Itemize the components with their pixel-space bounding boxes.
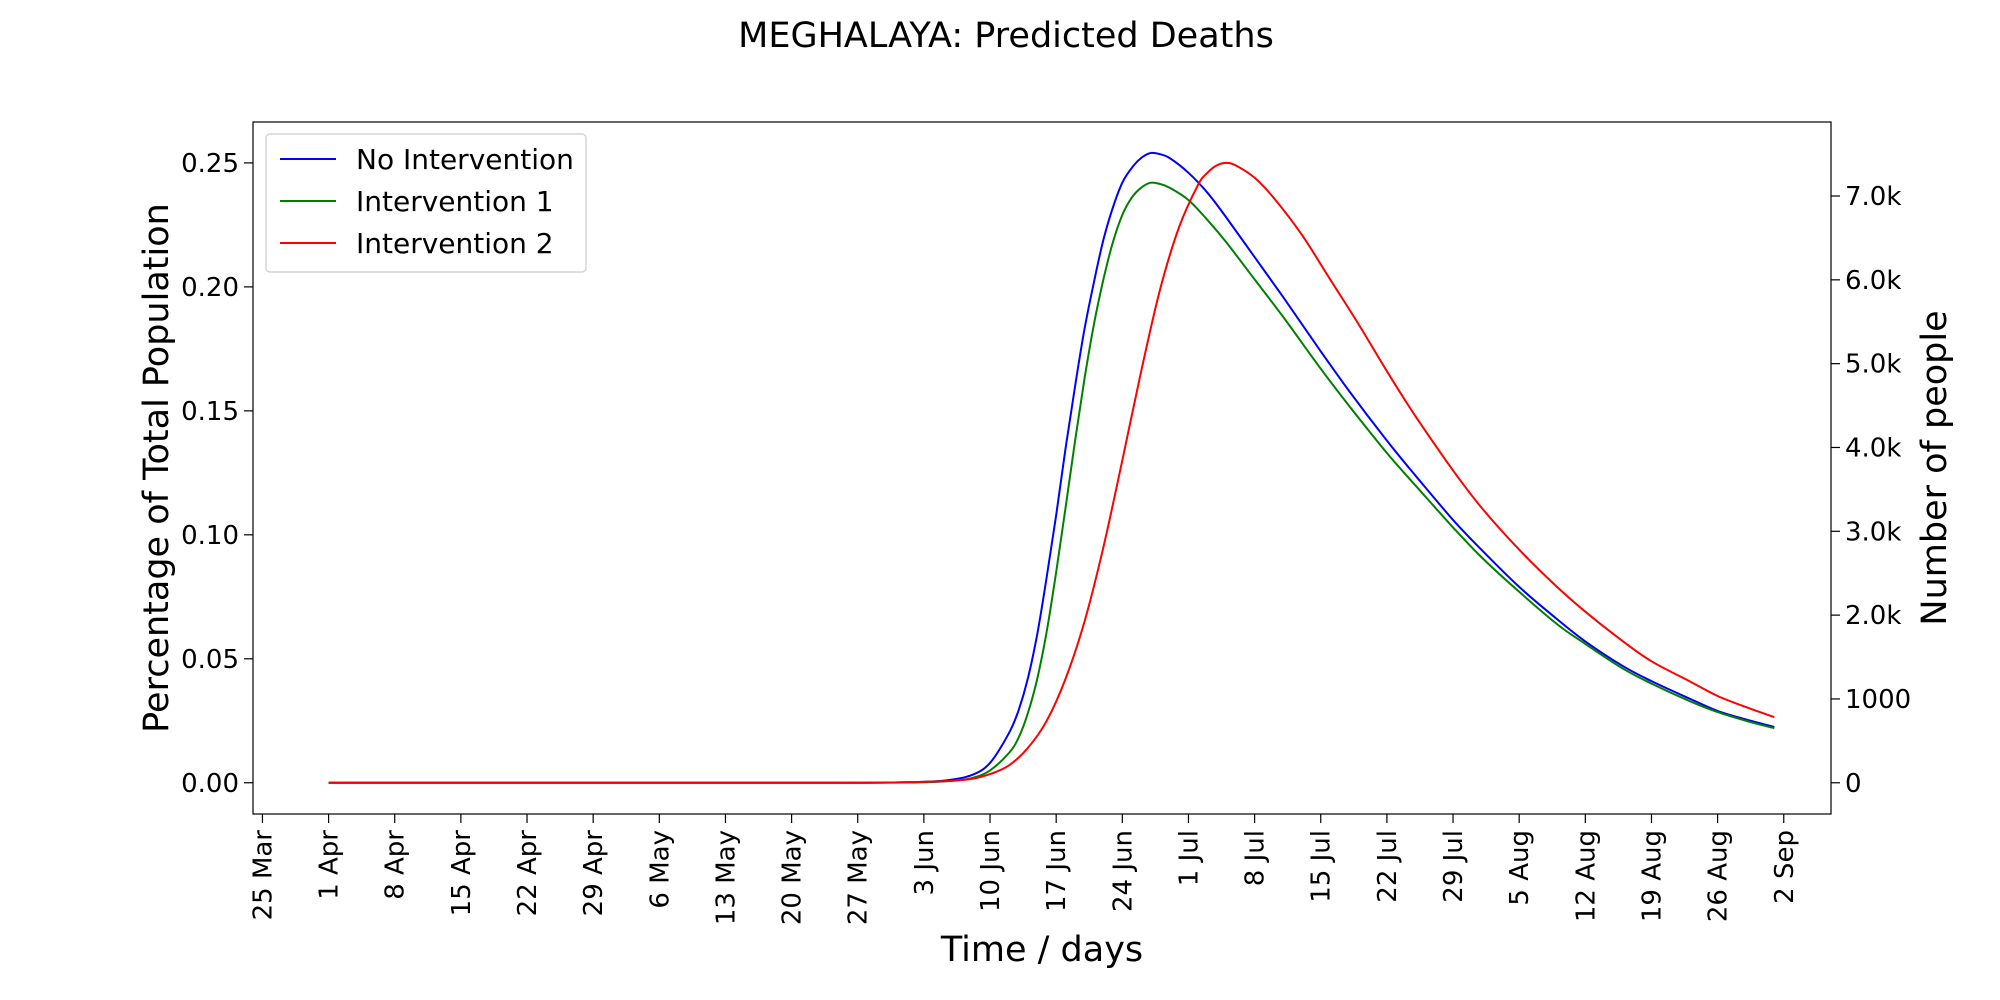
y-axis-left: 0.00 0.05 0.10 0.15 0.20 0.25: [181, 149, 253, 799]
plot-area: [328, 151, 1775, 784]
legend-label: No Intervention: [356, 143, 574, 176]
y2-tick-label: 4.0k: [1845, 433, 1901, 463]
x-tick-label: 29 Apr: [579, 830, 609, 917]
plot-frame: [252, 121, 1832, 815]
y-tick-label: 0.10: [181, 521, 239, 551]
series-line-no-intervention: [328, 151, 1775, 784]
x-axis-label: Time / days: [940, 930, 1143, 970]
legend-label: Intervention 2: [356, 227, 554, 260]
x-tick-label: 3 Jun: [910, 830, 940, 895]
legend-label: Intervention 1: [356, 185, 554, 218]
x-tick-label: 15 Apr: [447, 830, 477, 917]
x-tick-label: 29 Jul: [1439, 830, 1469, 903]
chart-title: MEGHALAYA: Predicted Deaths: [738, 16, 1274, 56]
y2-tick-label: 3.0k: [1845, 517, 1901, 547]
y-axis-label: Percentage of Total Population: [137, 203, 177, 733]
y2-tick-label: 0: [1845, 769, 1862, 799]
y-tick-label: 0.15: [181, 397, 239, 427]
x-tick-label: 8 Apr: [381, 830, 411, 900]
x-tick-label: 13 May: [711, 830, 741, 925]
x-tick-label: 22 Apr: [513, 830, 543, 917]
x-tick-label: 10 Jun: [976, 830, 1006, 912]
y2-tick-label: 5.0k: [1845, 350, 1901, 380]
y-tick-label: 0.25: [181, 149, 239, 179]
x-tick-label: 15 Jul: [1307, 830, 1337, 903]
y2-tick-label: 2.0k: [1845, 601, 1901, 631]
legend-box: [265, 133, 587, 273]
x-tick-label: 22 Jul: [1373, 830, 1403, 903]
y2-axis-label: Number of people: [1915, 310, 1955, 625]
y2-tick-label: 7.0k: [1845, 182, 1901, 212]
series-line-intervention-1: [328, 181, 1775, 784]
x-tick-label: 8 Jul: [1241, 830, 1271, 886]
y-axis-right: 0 1000 2.0k 3.0k 4.0k 5.0k 6.0k 7.0k: [1831, 182, 1911, 799]
x-tick-label: 6 May: [645, 830, 675, 909]
legend: No Intervention Intervention 1 Interventio…: [265, 133, 587, 273]
x-tick-label: 5 Aug: [1505, 830, 1535, 906]
x-tick-label: 20 May: [778, 830, 808, 925]
y-tick-label: 0.20: [181, 273, 239, 303]
x-tick-label: 2 Sep: [1770, 830, 1800, 904]
x-tick-label: 1 Apr: [315, 830, 345, 900]
series-line-intervention-2: [328, 161, 1775, 784]
y2-tick-label: 1000: [1845, 685, 1911, 715]
x-tick-label: 25 Mar: [248, 830, 278, 921]
y-tick-label: 0.05: [181, 645, 239, 675]
x-tick-label: 1 Jul: [1174, 830, 1204, 886]
x-tick-label: 24 Jun: [1108, 830, 1138, 912]
x-tick-label: 17 Jun: [1042, 830, 1072, 912]
x-tick-label: 26 Aug: [1704, 830, 1734, 922]
y-tick-label: 0.00: [181, 769, 239, 799]
y2-tick-label: 6.0k: [1845, 266, 1901, 296]
x-tick-label: 27 May: [844, 830, 874, 925]
x-tick-label: 12 Aug: [1571, 830, 1601, 922]
x-axis: 25 Mar 1 Apr 8 Apr 15 Apr 22 Apr 29 Apr 6 May 1…: [248, 814, 1800, 925]
x-tick-label: 19 Aug: [1637, 830, 1667, 922]
